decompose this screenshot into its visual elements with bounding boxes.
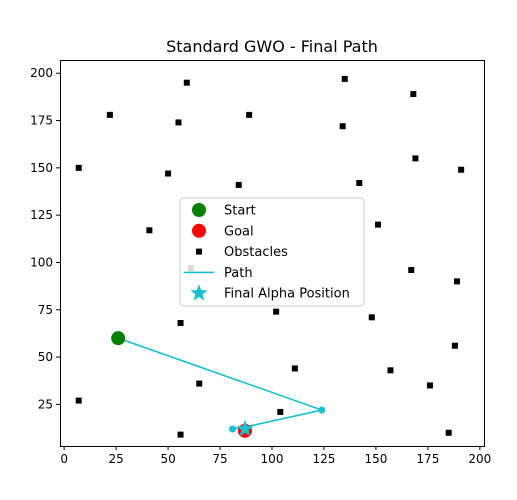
y-tick-label: 150 [30, 161, 53, 175]
obstacle-marker [375, 221, 381, 228]
x-tick-label: 125 [313, 452, 336, 466]
obstacle-marker [196, 380, 203, 387]
obstacle-marker [387, 367, 394, 374]
obstacle-marker [356, 179, 363, 186]
start-marker [111, 331, 126, 346]
final-alpha-marker [236, 419, 254, 437]
obstacle-marker [453, 278, 460, 285]
x-tick-label: 200 [468, 452, 491, 466]
y-tick-label: 125 [30, 208, 53, 222]
y-tick-label: 175 [30, 114, 53, 128]
axis-ticks: 0 25 50 75 100 125 150 175 200 25 50 75 100 125 150 175… [30, 66, 491, 466]
obstacle-marker [106, 111, 113, 118]
obstacle-marker [341, 75, 348, 82]
obstacle-marker [146, 227, 153, 234]
obstacle-marker [75, 164, 82, 171]
obstacle-marker [177, 320, 184, 327]
path-vertex [229, 425, 237, 433]
path-vertex [318, 406, 326, 414]
x-tick-label: 175 [416, 452, 439, 466]
y-tick-label: 75 [38, 303, 53, 317]
x-tick-label: 100 [261, 452, 284, 466]
legend: Start Goal Obstacles Path Final Alpha Positi… [179, 197, 365, 307]
x-tick-label: 150 [364, 452, 387, 466]
legend-label: Obstacles [224, 245, 288, 260]
obstacle-marker [368, 314, 375, 321]
legend-label: Final Alpha Position [224, 287, 350, 302]
chart-title: Standard GWO - Final Path [166, 37, 378, 56]
obstacle-marker [408, 267, 415, 274]
y-tick-label: 200 [30, 66, 53, 80]
obstacle-marker [339, 123, 346, 130]
obstacle-marker [277, 408, 284, 415]
legend-label: Goal [224, 224, 254, 239]
obstacle-marker [273, 308, 280, 315]
obstacle-marker [412, 155, 419, 162]
obstacle-marker [235, 181, 242, 188]
obstacle-marker [291, 365, 298, 372]
legend-label: Path [224, 266, 253, 281]
y-tick-label: 100 [30, 255, 53, 269]
obstacle-marker [183, 79, 190, 86]
obstacle-marker [75, 397, 82, 404]
obstacle-marker [165, 170, 172, 177]
x-tick-label: 75 [212, 452, 227, 466]
legend-final-alpha-symbol [190, 284, 208, 301]
x-tick-label: 50 [160, 452, 175, 466]
obstacle-marker [458, 166, 465, 173]
obstacle-marker [175, 119, 182, 126]
obstacle-marker [246, 111, 253, 118]
x-tick-label: 0 [60, 452, 68, 466]
legend-box [179, 197, 365, 307]
obstacle-marker [177, 431, 184, 438]
legend-start-symbol [192, 203, 206, 217]
legend-goal-symbol [192, 223, 206, 238]
obstacle-marker [451, 342, 458, 349]
y-tick-label: 50 [38, 350, 53, 364]
legend-label: Start [224, 204, 256, 219]
obstacle-marker [445, 429, 452, 436]
x-tick-label: 25 [108, 452, 123, 466]
y-tick-label: 25 [38, 397, 53, 411]
obstacle-marker [426, 382, 433, 389]
legend-obstacles-symbol [196, 248, 202, 255]
obstacle-marker [410, 91, 417, 98]
